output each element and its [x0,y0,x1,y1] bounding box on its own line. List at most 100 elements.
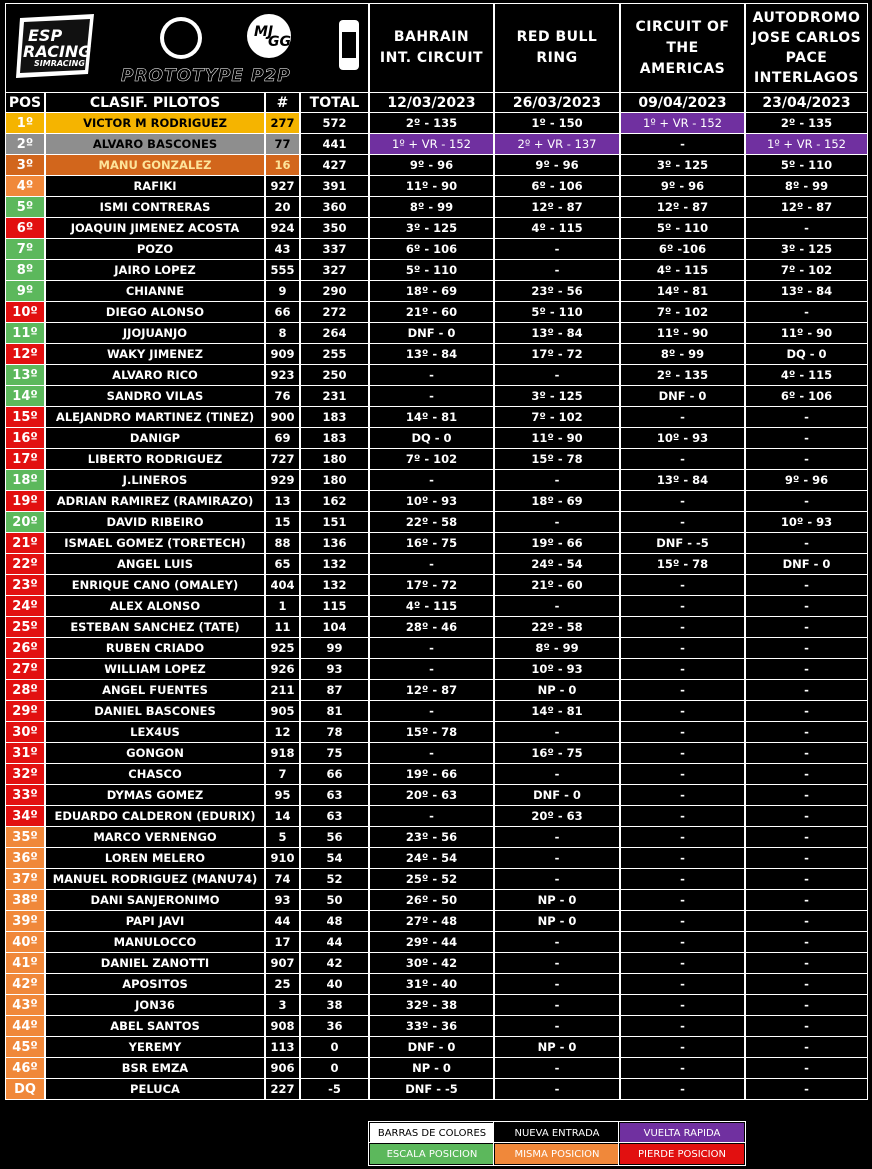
column-header: # [265,92,300,113]
position: 14º [5,385,45,407]
race-result: 1º + VR - 152 [745,133,868,155]
position: 16º [5,427,45,449]
total-points: 337 [300,238,369,260]
total-points: 99 [300,637,369,659]
brand-text: RACING [23,42,92,61]
total-points: 50 [300,889,369,911]
race-result: - [620,742,745,764]
race-result: - [369,469,494,491]
total-points: 255 [300,343,369,365]
race-result: 25º - 52 [369,868,494,890]
driver-name: EDUARDO CALDERON (EDURIX) [45,805,265,827]
race-result: - [745,658,868,680]
driver-name: ALVARO BASCONES [45,133,265,155]
driver-number: 5 [265,826,300,848]
race-result: 3º - 125 [369,217,494,239]
race-result: 12º - 87 [494,196,620,218]
position: 19º [5,490,45,512]
race-result: - [745,931,868,953]
driver-number: 25 [265,973,300,995]
race-result: 19º - 66 [369,763,494,785]
total-points: 75 [300,742,369,764]
position: 20º [5,511,45,533]
driver-number: 14 [265,805,300,827]
race-result: 18º - 69 [494,490,620,512]
driver-name: ALEJANDRO MARTINEZ (TINEZ) [45,406,265,428]
race-result: 3º - 125 [620,154,745,176]
total-points: 66 [300,763,369,785]
race-result: 4º - 115 [620,259,745,281]
race-result: 7º - 102 [745,259,868,281]
position: 26º [5,637,45,659]
race-result: - [745,868,868,890]
driver-number: 555 [265,259,300,281]
race-result: 7º - 102 [494,406,620,428]
driver-number: 65 [265,553,300,575]
race-result: - [494,994,620,1016]
position: 9º [5,280,45,302]
race-result: 23º - 56 [494,280,620,302]
race-result: DQ - 0 [369,427,494,449]
race-result: 8º - 99 [494,637,620,659]
race-result: 13º - 84 [620,469,745,491]
position: 25º [5,616,45,638]
race-date: 12/03/2023 [369,92,494,113]
total-points: 54 [300,847,369,869]
driver-name: DANIEL ZANOTTI [45,952,265,974]
driver-name: ALEX ALONSO [45,595,265,617]
position: 23º [5,574,45,596]
driver-name: ALVARO RICO [45,364,265,386]
total-points: 231 [300,385,369,407]
driver-number: 95 [265,784,300,806]
driver-number: 1 [265,595,300,617]
race-result: 3º - 125 [745,238,868,260]
driver-name: CHIANNE [45,280,265,302]
race-name-line: RED BULL [516,29,598,45]
race-result: 31º - 40 [369,973,494,995]
column-header: CLASIF. PILOTOS [45,92,265,113]
race-result: - [620,700,745,722]
race-name-line: JOSE CARLOS [751,30,862,46]
race-result: 4º - 115 [745,364,868,386]
race-result: 1º - 150 [494,112,620,134]
race-result: NP - 0 [369,1057,494,1079]
driver-number: 44 [265,910,300,932]
race-result: - [494,763,620,785]
driver-name: ISMI CONTRERAS [45,196,265,218]
driver-name: ISMAEL GOMEZ (TORETECH) [45,532,265,554]
race-result: - [494,1078,620,1100]
driver-number: 908 [265,1015,300,1037]
race-result: - [745,595,868,617]
race-result: - [620,595,745,617]
race-result: - [745,826,868,848]
race-result: - [745,889,868,911]
total-points: 327 [300,259,369,281]
driver-name: DANIGP [45,427,265,449]
race-name-line: AUTODROMO [752,10,861,26]
race-result: 11º - 90 [745,322,868,344]
race-header: RED BULL RING [494,3,620,93]
race-result: - [620,868,745,890]
position: 12º [5,343,45,365]
driver-number: 12 [265,721,300,743]
driver-name: LEX4US [45,721,265,743]
race-result: - [745,1078,868,1100]
driver-name: ESTEBAN SANCHEZ (TATE) [45,616,265,638]
series-text: PROTOTYPE P2P [121,66,291,87]
legend-item: PIERDE POSICION [618,1142,746,1166]
position: 46º [5,1057,45,1079]
total-points: 81 [300,700,369,722]
race-result: 5º - 110 [620,217,745,239]
race-result: NP - 0 [494,889,620,911]
legend-item: VUELTA RAPIDA [618,1121,746,1145]
race-result: - [745,973,868,995]
race-result: 20º - 63 [369,784,494,806]
race-result: 22º - 58 [369,511,494,533]
race-result: - [745,574,868,596]
race-result: - [494,1057,620,1079]
race-result: - [620,847,745,869]
race-result: - [369,637,494,659]
total-points: -5 [300,1078,369,1100]
race-result: - [745,1057,868,1079]
